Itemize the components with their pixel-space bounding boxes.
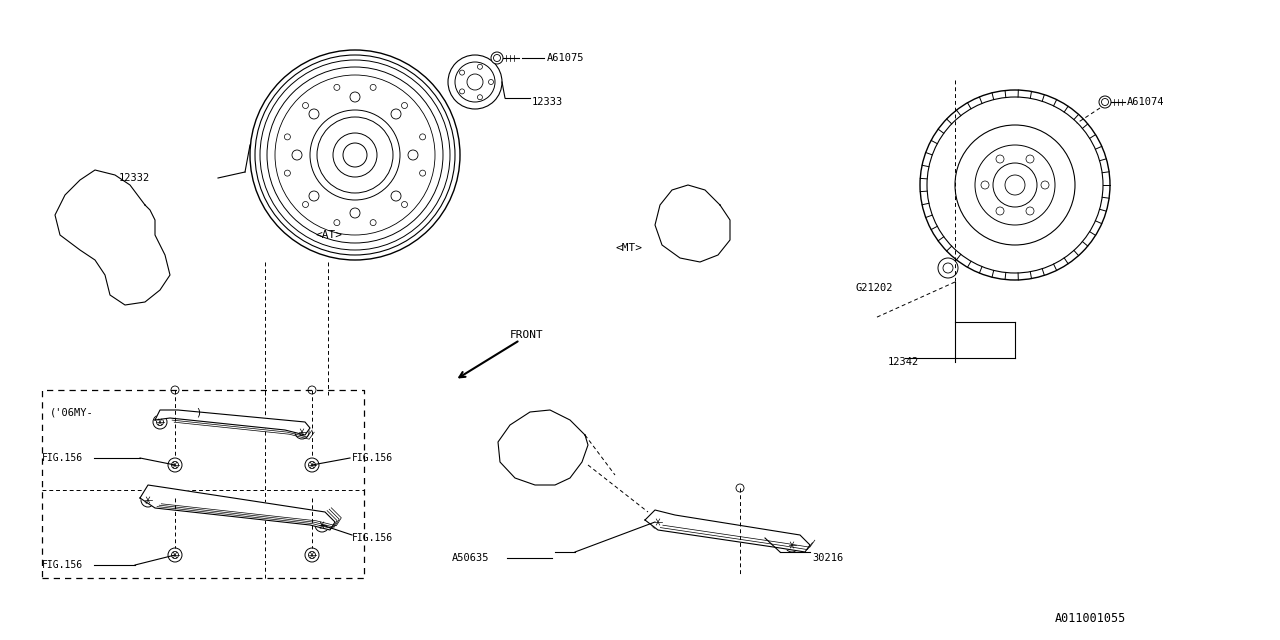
Text: <AT>: <AT>: [315, 230, 342, 240]
Text: 30216: 30216: [812, 553, 844, 563]
Text: A61074: A61074: [1126, 97, 1165, 107]
Text: A011001055: A011001055: [1055, 611, 1126, 625]
Text: A50635: A50635: [452, 553, 489, 563]
Text: FIG.156: FIG.156: [42, 560, 83, 570]
Polygon shape: [140, 485, 335, 530]
Text: 12332: 12332: [119, 173, 150, 183]
Text: <MT>: <MT>: [614, 243, 643, 253]
Text: G21202: G21202: [855, 283, 892, 293]
Text: ('06MY-: ('06MY-: [50, 407, 93, 417]
Text: FIG.156: FIG.156: [352, 533, 393, 543]
Text: 12342: 12342: [888, 357, 919, 367]
Text: ): ): [195, 407, 201, 417]
Text: A61075: A61075: [547, 53, 585, 63]
Text: 12333: 12333: [532, 97, 563, 107]
Text: FRONT: FRONT: [509, 330, 544, 340]
Polygon shape: [155, 410, 310, 435]
Polygon shape: [645, 510, 810, 552]
Circle shape: [1100, 96, 1111, 108]
Text: FIG.156: FIG.156: [352, 453, 393, 463]
Text: FIG.156: FIG.156: [42, 453, 83, 463]
Circle shape: [492, 52, 503, 64]
